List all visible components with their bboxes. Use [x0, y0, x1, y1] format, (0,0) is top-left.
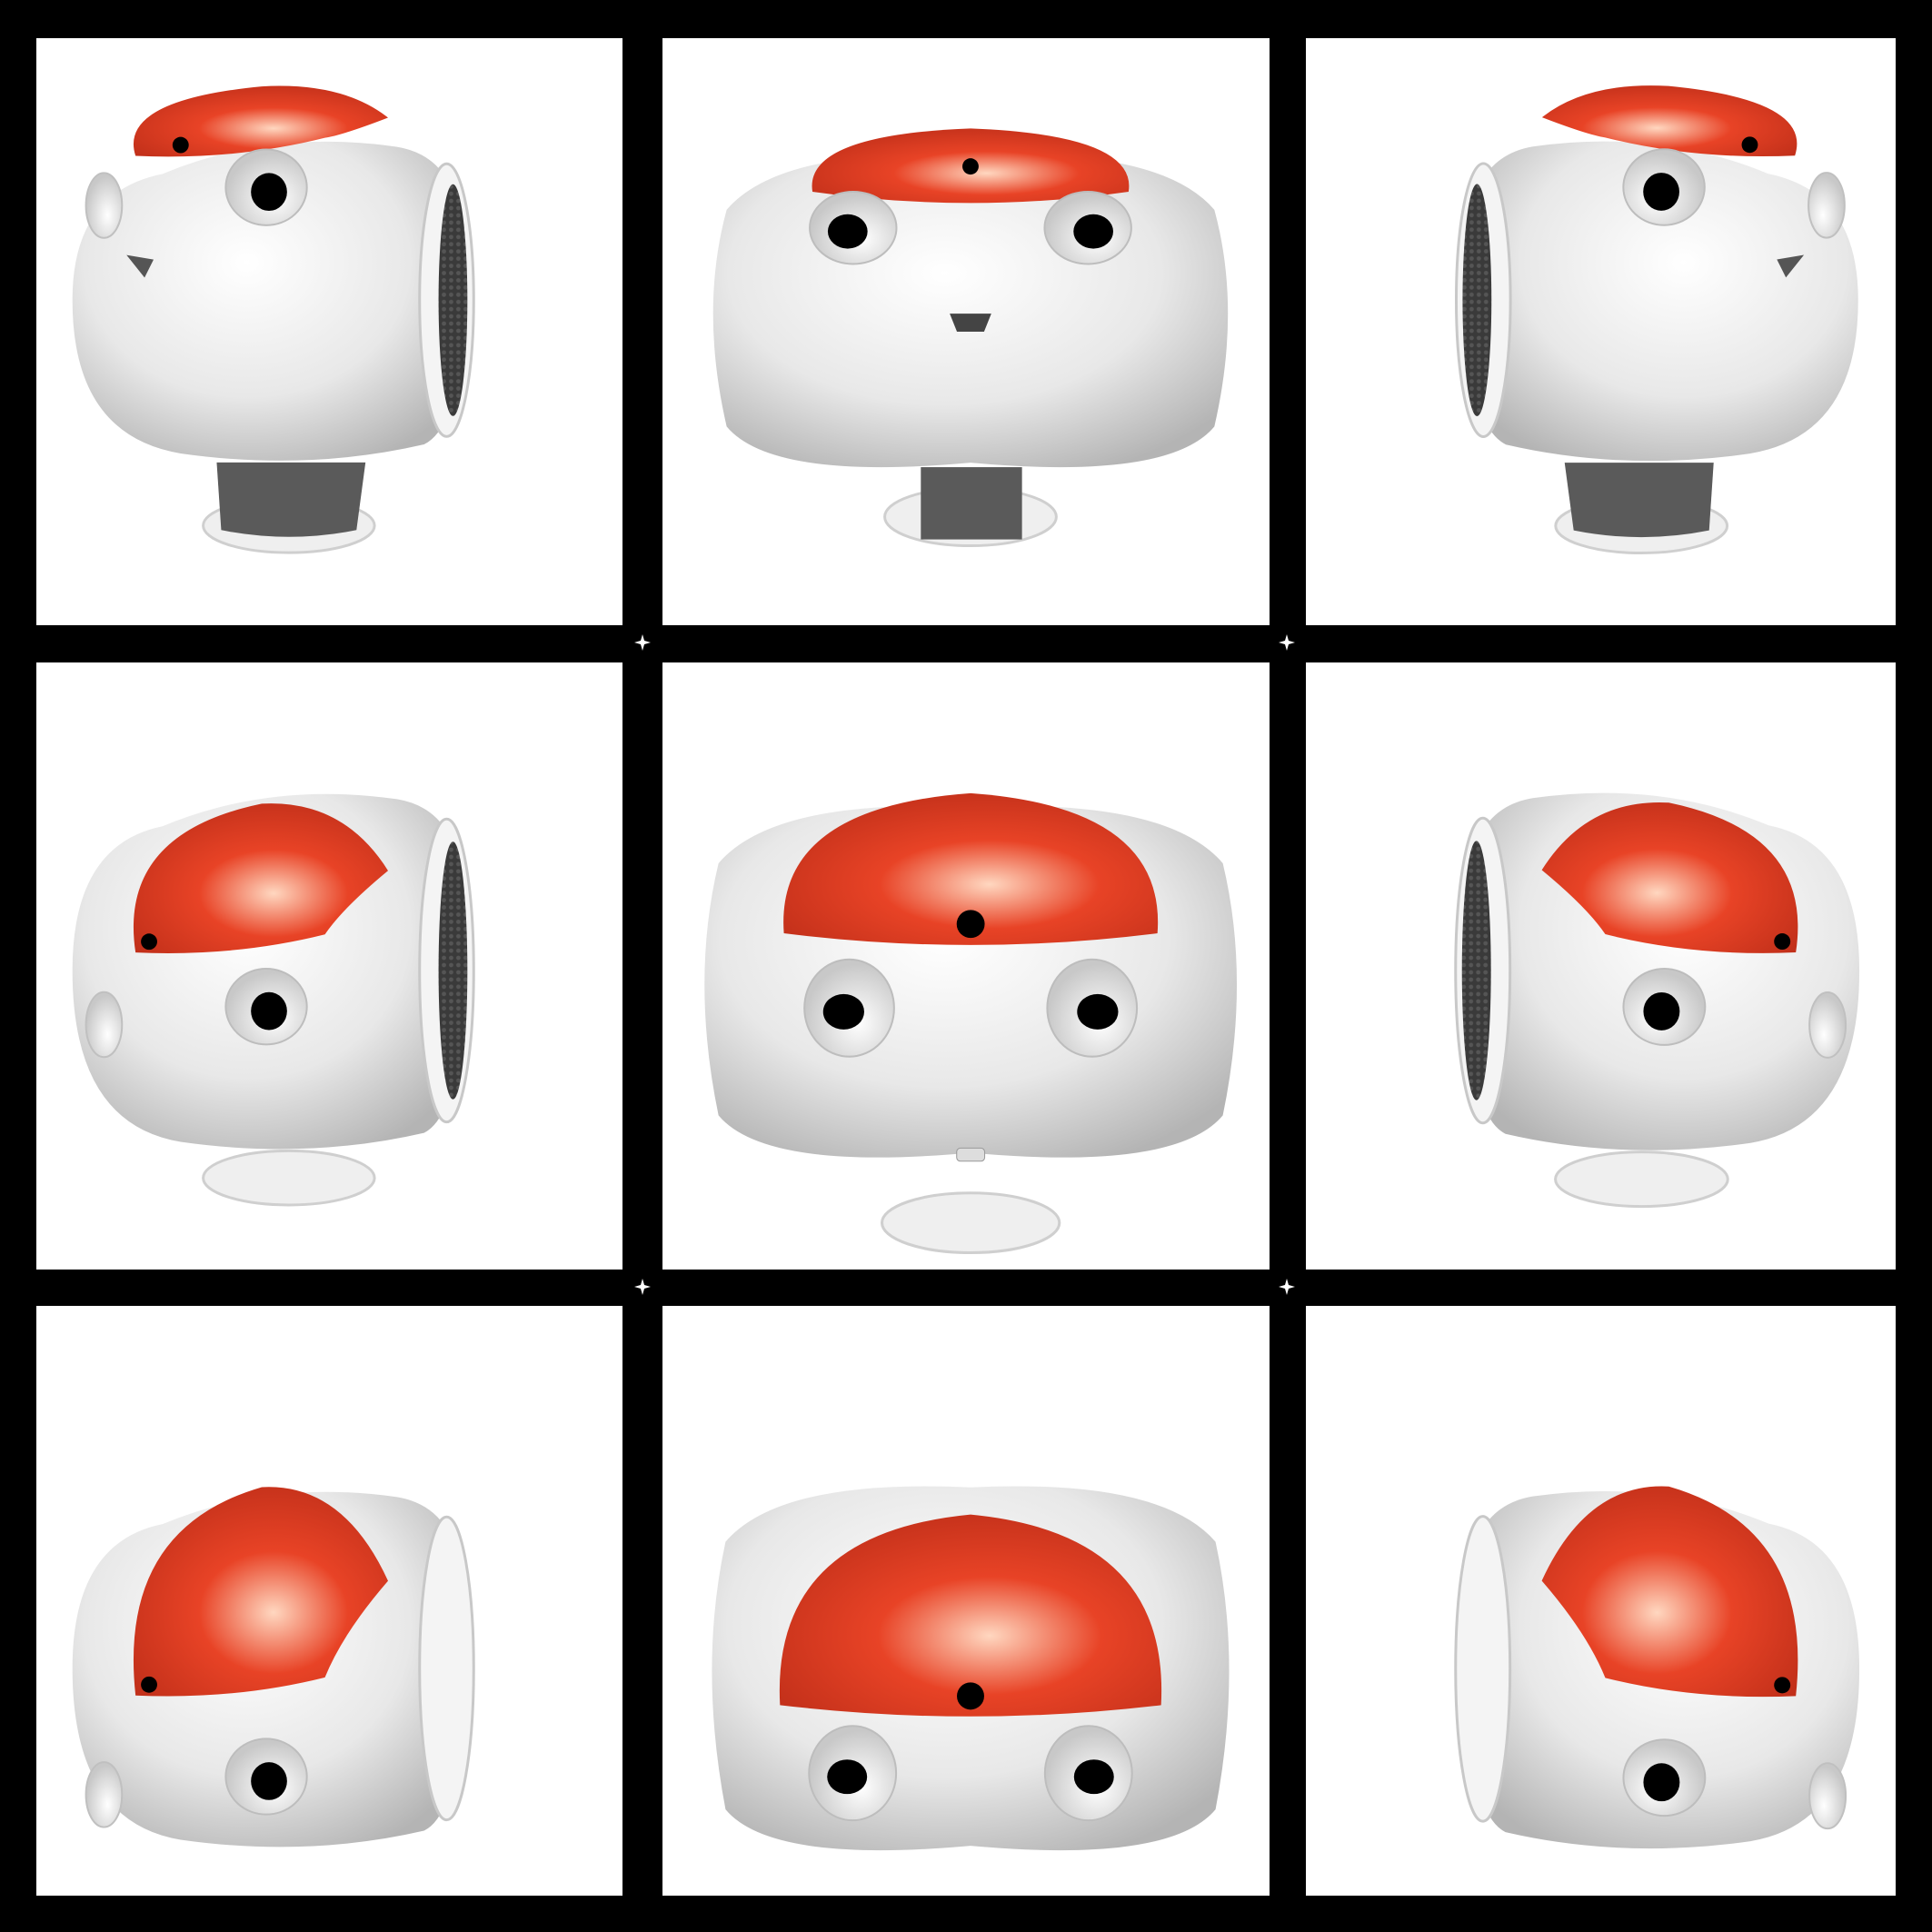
neck-base [202, 1149, 376, 1207]
neck-joint [1564, 463, 1714, 538]
view-cell-1-0 [36, 662, 622, 1270]
mouth-slot [956, 1147, 986, 1162]
robot-head [1454, 1486, 1860, 1849]
far-eye-socket [85, 172, 124, 239]
far-eye-socket [1808, 991, 1847, 1059]
neck-base [1554, 1150, 1729, 1209]
crown-cap [133, 85, 388, 157]
eye-camera [1643, 991, 1680, 1031]
robot-head [72, 85, 475, 554]
robot-head [72, 1487, 475, 1847]
view-cell-1-1 [662, 662, 1270, 1270]
eye-camera [251, 991, 287, 1031]
eye-camera [827, 1759, 868, 1795]
crown-sensor-hole [141, 1676, 157, 1693]
eye-camera [251, 1762, 287, 1800]
far-eye-socket [85, 1761, 124, 1828]
robot-head [712, 1486, 1230, 1851]
head-render [72, 1487, 475, 1847]
crown-sensor-hole [962, 158, 979, 175]
view-cell-2-0 [36, 1306, 622, 1896]
crown-cap [1541, 802, 1798, 953]
grid-junction-mark [634, 1279, 651, 1295]
mouth-slot [126, 254, 154, 278]
robot-head [704, 792, 1238, 1255]
crown-sensor-hole [172, 136, 189, 154]
ear-speaker-mesh [438, 842, 468, 1100]
crown-cap [1541, 85, 1798, 157]
mouth-slot [1777, 254, 1805, 278]
robot-head [712, 128, 1229, 548]
far-eye-socket [85, 991, 124, 1059]
robot-head [72, 793, 475, 1207]
head-shell [1469, 141, 1858, 462]
eye-camera [822, 993, 864, 1030]
head-render [72, 85, 475, 554]
neck-base [880, 1191, 1061, 1255]
head-render [1454, 1486, 1860, 1849]
view-cell-0-1 [662, 38, 1270, 625]
robot-head [1454, 792, 1860, 1209]
view-cell-0-0 [36, 38, 622, 625]
ear-ring [418, 1515, 475, 1822]
head-render [1454, 792, 1860, 1209]
crown-cap [133, 803, 388, 953]
neck-joint [216, 462, 366, 537]
head-render [1454, 85, 1858, 554]
crown-sensor-hole [957, 1682, 984, 1710]
neck-joint [921, 467, 1022, 540]
robot-head [1454, 85, 1858, 554]
eye-camera [827, 214, 868, 249]
ear-ring [1454, 1515, 1512, 1823]
mouth-slot [950, 314, 991, 332]
crown-cap [133, 1487, 388, 1697]
ear-speaker-mesh [438, 184, 468, 416]
view-cell-0-2 [1306, 38, 1896, 625]
eye-camera [1643, 1763, 1680, 1802]
view-cell-1-2 [1306, 662, 1896, 1270]
eye-camera [1077, 993, 1119, 1030]
head-render [712, 1486, 1230, 1851]
grid-junction-mark [1279, 634, 1295, 651]
crown-sensor-hole [1774, 1677, 1791, 1694]
head-shell [72, 141, 461, 461]
crown-sensor-hole [956, 910, 985, 939]
eye-camera [1643, 173, 1679, 211]
ear-speaker-mesh [1462, 184, 1492, 416]
grid-junction-mark [1279, 1279, 1295, 1295]
crown-sensor-hole [1741, 136, 1758, 154]
grid-junction-mark [634, 634, 651, 651]
view-cell-2-2 [1306, 1306, 1896, 1896]
head-render [712, 128, 1229, 548]
eye-camera [1073, 214, 1113, 249]
view-cell-2-1 [662, 1306, 1270, 1896]
ear-speaker-mesh [1461, 841, 1491, 1100]
head-render [704, 792, 1238, 1255]
eye-camera [1073, 1759, 1114, 1795]
crown-sensor-hole [1774, 933, 1791, 951]
head-render [72, 793, 475, 1207]
eye-camera [251, 173, 287, 212]
crown-cap [779, 1514, 1162, 1717]
crown-sensor-hole [141, 933, 157, 951]
far-eye-socket [1808, 1762, 1847, 1830]
crown-cap [1541, 1486, 1798, 1698]
crown-cap [783, 792, 1159, 945]
far-eye-socket [1808, 172, 1846, 239]
